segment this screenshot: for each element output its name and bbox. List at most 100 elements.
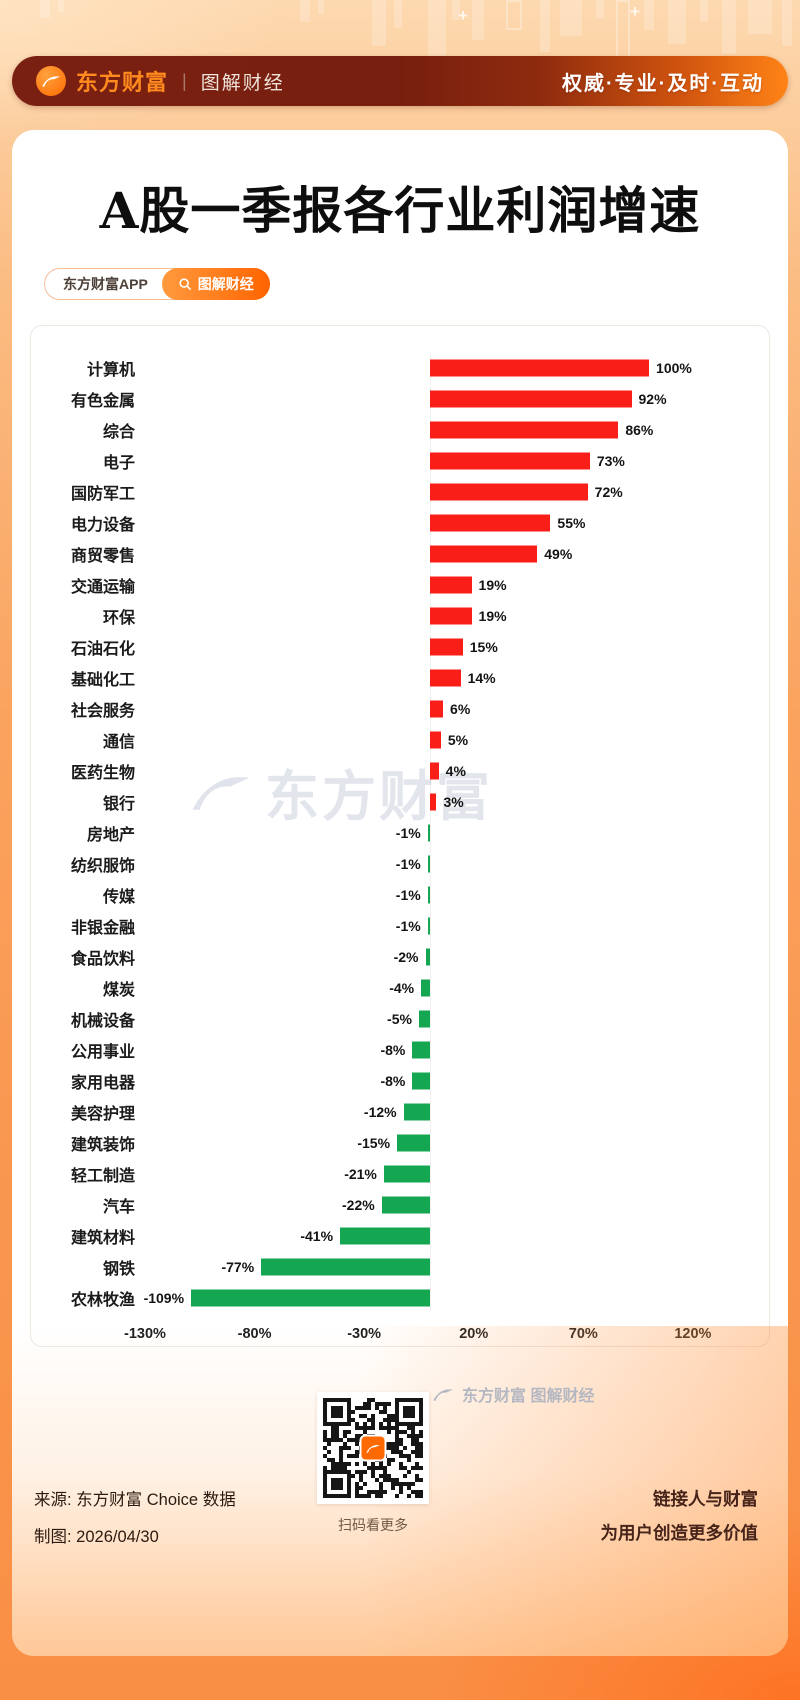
bar-track: -22% [145, 1189, 763, 1220]
chart-row: 电子 73% [37, 445, 763, 476]
chart-row: 有色金属 92% [37, 383, 763, 414]
page-title: A股一季报各行业利润增速 [99, 181, 701, 240]
app-badge[interactable]: 东方财富APP 图解财经 [44, 268, 270, 300]
chart-row: 社会服务 6% [37, 693, 763, 724]
value-label: 92% [638, 390, 667, 407]
value-label: 49% [544, 545, 573, 562]
bar-track: 19% [145, 600, 763, 631]
x-tick-label: 120% [674, 1326, 712, 1342]
bar-track: 5% [145, 724, 763, 755]
bar-track: -4% [145, 972, 763, 1003]
chart-row: 环保 19% [37, 600, 763, 631]
brand-name: 东方财富 [76, 70, 169, 95]
value-label: 19% [478, 576, 507, 593]
chart-row: 非银金融 -1% [37, 910, 763, 941]
category-label: 纺织服饰 [70, 857, 135, 875]
value-label: 14% [467, 669, 496, 686]
chart-row: 机械设备 -5% [37, 1003, 763, 1034]
value-label: 72% [594, 483, 623, 500]
category-label: 建筑材料 [70, 1229, 135, 1247]
decorative-skyline: + + [0, 0, 800, 110]
content-card: A股一季报各行业利润增速 东方财富APP 图解财经 东方财富 计算机 100% 有色… [12, 130, 788, 1656]
search-icon [179, 278, 191, 291]
value-label: 6% [450, 700, 471, 717]
value-label: 3% [443, 793, 464, 810]
value-label: -5% [387, 1010, 412, 1027]
bar-track: -5% [145, 1003, 763, 1034]
category-label: 钢铁 [102, 1260, 135, 1278]
bar-negative [425, 948, 430, 965]
x-tick-label: -30% [347, 1326, 382, 1342]
chart-watermark-text: 东方财富 [265, 767, 493, 827]
chart-row: 银行 3% [37, 786, 763, 817]
bar-track: -1% [145, 817, 763, 848]
bar-positive [429, 669, 461, 686]
value-label: 19% [478, 607, 507, 624]
value-label: 4% [445, 762, 466, 779]
chart-row: 食品饮料 -2% [37, 941, 763, 972]
chart-row: 煤炭 -4% [37, 972, 763, 1003]
bar-negative [383, 1165, 430, 1182]
category-label: 计算机 [86, 361, 135, 379]
bar-positive [429, 514, 551, 531]
category-label: 传媒 [102, 888, 135, 906]
app-pill-label[interactable]: 东方财富APP [63, 276, 148, 292]
category-label: 石油石化 [70, 640, 135, 658]
bar-negative [261, 1258, 430, 1275]
value-label: -41% [300, 1227, 334, 1244]
date-text: 制图: 2026/04/30 [34, 1528, 159, 1546]
chart-watermark: 东方财富 [189, 752, 493, 831]
chart-row: 钢铁 -77% [37, 1251, 763, 1282]
bar-negative [421, 979, 430, 996]
bar-positive [429, 545, 538, 562]
tag-pill[interactable]: 图解财经 [161, 268, 270, 300]
bar-track: -1% [145, 879, 763, 910]
footer-watermark-text: 东方财富 图解财经 [462, 1388, 595, 1405]
x-tick-label: -130% [124, 1326, 166, 1342]
bar-track: 6% [145, 693, 763, 724]
category-label: 交通运输 [70, 578, 135, 596]
category-label: 美容护理 [70, 1105, 135, 1123]
chart-row: 轻工制造 -21% [37, 1158, 763, 1189]
category-label: 通信 [102, 733, 135, 751]
chart-row: 房地产 -1% [37, 817, 763, 848]
bar-track: 100% [145, 352, 763, 383]
qr-center-logo-icon [359, 1434, 387, 1462]
bar-track: 14% [145, 662, 763, 693]
x-tick-label: 20% [459, 1326, 489, 1342]
chart-row: 纺织服饰 -1% [37, 848, 763, 879]
chart-row: 交通运输 19% [37, 569, 763, 600]
bar-track: 72% [145, 476, 763, 507]
bar-positive [429, 793, 437, 810]
x-axis: -130% -80% -30% 20% 70% 120% [124, 1317, 763, 1351]
chart-row: 综合 86% [37, 414, 763, 445]
category-label: 非银金融 [70, 919, 135, 937]
bar-track: -77% [145, 1251, 763, 1282]
source-text: 来源: 东方财富 Choice 数据 [34, 1491, 236, 1509]
bar-track: -1% [145, 848, 763, 879]
badge-row: 东方财富APP 图解财经 [44, 268, 788, 300]
bar-positive [429, 483, 588, 500]
bar-positive [429, 731, 441, 748]
value-label: -1% [395, 886, 421, 903]
bar-negative [427, 824, 430, 841]
value-label: -15% [357, 1134, 391, 1151]
bar-negative [418, 1010, 430, 1027]
value-label: 86% [625, 421, 654, 438]
category-label: 汽车 [102, 1198, 135, 1216]
value-label: -1% [395, 917, 421, 934]
bar-negative [412, 1041, 430, 1058]
value-label: -21% [344, 1165, 377, 1182]
chart-row: 美容护理 -12% [37, 1096, 763, 1127]
qr-code [317, 1392, 429, 1504]
category-label: 环保 [102, 609, 135, 627]
footer-watermark: 东方财富 图解财经 [432, 1382, 594, 1406]
category-label: 医药生物 [70, 764, 135, 782]
chart-row: 传媒 -1% [37, 879, 763, 910]
header-bar: 东方财富 | 图解财经 权威·专业·及时·互动 [12, 56, 788, 106]
category-label: 公用事业 [70, 1043, 135, 1061]
qr-caption: 扫码看更多 [338, 1517, 408, 1533]
bar-negative [191, 1289, 430, 1306]
category-label: 煤炭 [102, 981, 135, 999]
category-label: 房地产 [86, 826, 135, 844]
